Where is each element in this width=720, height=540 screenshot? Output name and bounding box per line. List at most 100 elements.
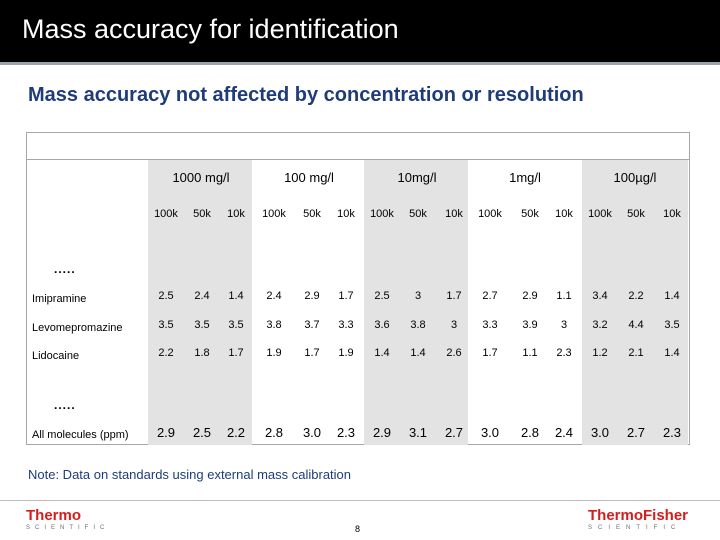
- summary-cell: 2.5: [192, 425, 212, 440]
- table-cell: 3.5: [158, 319, 174, 331]
- title-bar: Mass accuracy for identification: [0, 0, 720, 65]
- summary-cell: 2.7: [444, 425, 464, 440]
- row-label: Lidocaine: [32, 350, 80, 362]
- table-cell: 1.4: [664, 347, 680, 359]
- summary-cell: 3.0: [480, 425, 500, 440]
- table-cell: 3.8: [266, 319, 282, 331]
- data-table-frame: [26, 132, 690, 445]
- table-cell: 3.9: [522, 319, 538, 331]
- band-1000mg: [148, 160, 252, 445]
- thermofisher-logo-tagline: SCIENTIFIC: [588, 525, 682, 531]
- summary-cell: 2.7: [626, 425, 646, 440]
- thermofisher-logo: ThermoFisher SCIENTIFIC: [588, 508, 688, 531]
- table-cell: 3.5: [664, 319, 680, 331]
- table-cell: 1.7: [482, 347, 498, 359]
- slide-subtitle: Mass accuracy not affected by concentrat…: [28, 84, 584, 106]
- ellipsis-marker: .....: [54, 262, 76, 276]
- summary-cell: 3.1: [408, 425, 428, 440]
- thermo-logo: Thermo SCIENTIFIC: [26, 508, 109, 531]
- summary-cell: 3.0: [302, 425, 322, 440]
- table-cell: 2.2: [628, 290, 644, 302]
- table-cell: 4.4: [628, 319, 644, 331]
- table-cell: 1.9: [338, 347, 354, 359]
- table-cell: 3: [450, 319, 458, 331]
- summary-cell: 2.9: [156, 425, 176, 440]
- header-resolution: 10k: [227, 208, 245, 220]
- row-label: Imipramine: [32, 293, 87, 305]
- table-cell: 2.3: [556, 347, 572, 359]
- table-cell: 2.4: [194, 290, 210, 302]
- header-concentration-1000mg: 1000 mg/l: [172, 170, 230, 185]
- header-resolution: 100k: [478, 208, 502, 220]
- summary-cell: 2.3: [336, 425, 356, 440]
- table-cell: 1.4: [228, 290, 244, 302]
- table-cell: 3: [414, 290, 422, 302]
- band-100ug: [582, 160, 688, 445]
- table-cell: 2.7: [482, 290, 498, 302]
- band-10mg: [364, 160, 468, 445]
- table-cell: 2.9: [304, 290, 320, 302]
- header-concentration-1mg: 1mg/l: [509, 170, 541, 185]
- table-cell: 3.3: [482, 319, 498, 331]
- table-cell: 1.7: [228, 347, 244, 359]
- header-resolution: 10k: [663, 208, 681, 220]
- header-concentration-100ug: 100µg/l: [613, 170, 657, 185]
- header-resolution: 50k: [303, 208, 321, 220]
- summary-cell: 2.9: [372, 425, 392, 440]
- header-resolution: 10k: [337, 208, 355, 220]
- thermo-logo-tagline: SCIENTIFIC: [26, 525, 110, 531]
- table-cell: 1.2: [592, 347, 608, 359]
- table-cell: 1.9: [266, 347, 282, 359]
- header-concentration-10mg: 10mg/l: [397, 170, 437, 185]
- table-cell: 3.4: [592, 290, 608, 302]
- table-cell: 3.5: [228, 319, 244, 331]
- thermofisher-logo-brand: ThermoFisher: [588, 507, 689, 524]
- slide-title: Mass accuracy for identification: [22, 14, 399, 44]
- table-cell: 2.4: [266, 290, 282, 302]
- table-cell: 1.1: [556, 290, 572, 302]
- header-resolution: 10k: [445, 208, 463, 220]
- table-cell: 2.2: [158, 347, 174, 359]
- footer-divider: [0, 500, 720, 501]
- summary-cell: 3.0: [590, 425, 610, 440]
- table-cell: 3.2: [592, 319, 608, 331]
- header-concentration-100mg: 100 mg/l: [284, 170, 334, 185]
- table-cell: 1.7: [446, 290, 462, 302]
- table-cell: 1.4: [664, 290, 680, 302]
- summary-cell: 2.4: [554, 425, 574, 440]
- table-cell: 2.6: [446, 347, 462, 359]
- summary-row-label: All molecules (ppm): [32, 429, 129, 441]
- thermo-logo-brand: Thermo: [26, 507, 82, 524]
- table-cell: 1.7: [304, 347, 320, 359]
- table-cell: 1.1: [522, 347, 538, 359]
- table-cell: 2.1: [628, 347, 644, 359]
- page-number: 8: [355, 524, 361, 534]
- table-cell: 1.4: [374, 347, 390, 359]
- header-resolution: 50k: [521, 208, 539, 220]
- header-resolution: 10k: [555, 208, 573, 220]
- table-cell: 1.7: [338, 290, 354, 302]
- header-resolution: 50k: [627, 208, 645, 220]
- summary-cell: 2.2: [226, 425, 246, 440]
- row-label: Levomepromazine: [32, 322, 123, 334]
- table-cell: 2.9: [522, 290, 538, 302]
- table-cell: 1.4: [410, 347, 426, 359]
- table-cell: 3.6: [374, 319, 390, 331]
- summary-cell: 2.3: [662, 425, 682, 440]
- header-resolution: 100k: [588, 208, 612, 220]
- table-cell: 3.3: [338, 319, 354, 331]
- table-cell: 3.5: [194, 319, 210, 331]
- table-cell: 1.8: [194, 347, 210, 359]
- table-cell: 2.5: [374, 290, 390, 302]
- header-resolution: 100k: [262, 208, 286, 220]
- table-cell: 2.5: [158, 290, 174, 302]
- header-resolution: 100k: [370, 208, 394, 220]
- table-header-divider: [26, 159, 690, 160]
- header-resolution: 50k: [409, 208, 427, 220]
- summary-cell: 2.8: [264, 425, 284, 440]
- table-cell: 3.7: [304, 319, 320, 331]
- header-resolution: 100k: [154, 208, 178, 220]
- header-resolution: 50k: [193, 208, 211, 220]
- calibration-note: Note: Data on standards using external m…: [28, 467, 352, 482]
- table-cell: 3.8: [410, 319, 426, 331]
